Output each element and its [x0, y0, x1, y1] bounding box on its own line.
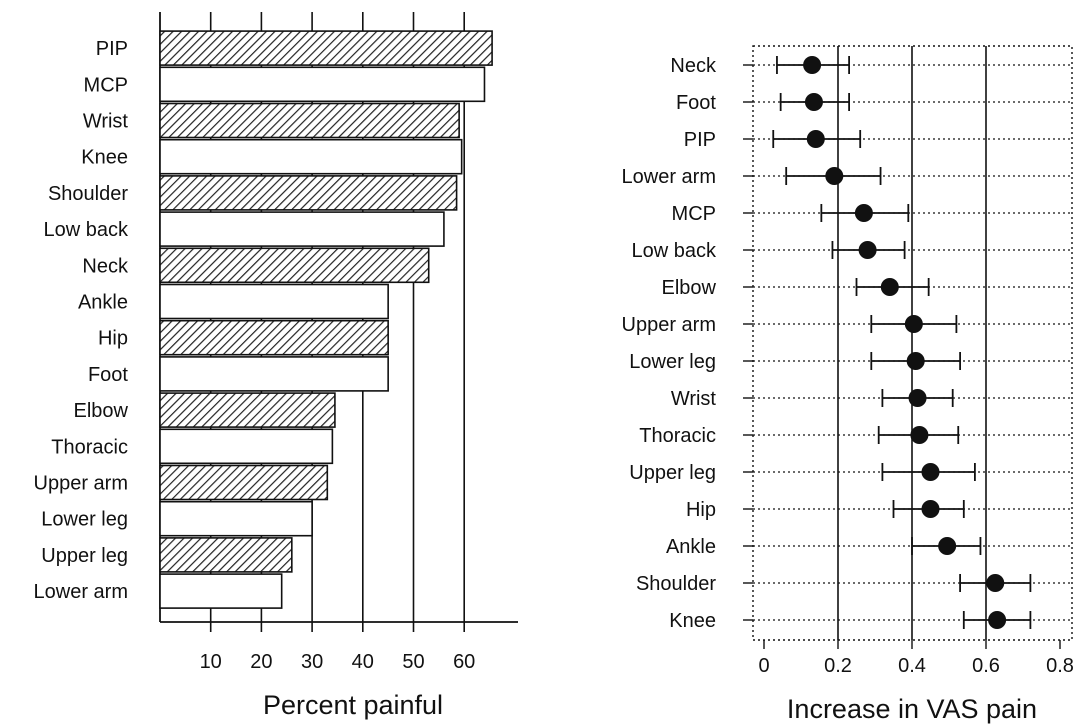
category-label-upper-arm: Upper arm — [622, 314, 716, 336]
point-shoulder — [986, 574, 1005, 592]
x-tick-label-20: 20 — [250, 651, 272, 673]
category-label-upper-leg: Upper leg — [629, 462, 716, 484]
category-label-wrist: Wrist — [671, 388, 717, 410]
right-dot-plot: Neck Foot PIP Lower arm MCP Low back Elbow Uppe… — [622, 45, 1074, 724]
point-mcp — [854, 204, 873, 222]
point-knee — [988, 611, 1007, 629]
category-label-wrist: Wrist — [83, 111, 129, 133]
point-upper-leg — [921, 463, 940, 481]
bar-mcp — [159, 66, 486, 103]
category-label-mcp: MCP — [84, 74, 128, 96]
category-label-shoulder: Shoulder — [636, 573, 716, 595]
point-lower-leg — [906, 352, 925, 370]
category-label-hip: Hip — [686, 499, 716, 521]
category-label-knee: Knee — [81, 147, 128, 169]
point-lower-arm — [825, 167, 844, 185]
point-thoracic — [910, 426, 929, 444]
point-ankle — [938, 537, 957, 555]
bar-ankle — [159, 283, 389, 320]
bar-wrist — [159, 102, 460, 139]
bar-low-back — [159, 211, 445, 247]
category-label-upper-leg: Upper leg — [41, 545, 128, 567]
category-label-foot: Foot — [676, 92, 716, 114]
bar-pip — [159, 30, 493, 66]
x-tick-label-0-2: 0.2 — [824, 655, 852, 677]
left-bar-chart: PIP MCP Wrist Knee Shoulder Low back Neck Ankle… — [34, 12, 518, 720]
point-pip — [806, 130, 825, 148]
bar-foot — [159, 356, 389, 392]
point-hip — [921, 500, 940, 518]
bar-thoracic — [159, 428, 334, 465]
category-label-thoracic: Thoracic — [639, 425, 716, 447]
category-label-lower-arm: Lower arm — [34, 581, 128, 603]
category-label-lower-arm: Lower arm — [622, 166, 716, 188]
category-label-lower-leg: Lower leg — [629, 351, 716, 373]
point-elbow — [880, 278, 899, 296]
category-label-low-back: Low back — [632, 240, 717, 262]
x-tick-label-0-8: 0.8 — [1046, 655, 1074, 677]
point-upper-arm — [904, 315, 923, 333]
x-tick-label-50: 50 — [402, 651, 424, 673]
point-foot — [804, 93, 823, 111]
category-label-ankle: Ankle — [666, 536, 716, 558]
x-tick-label-0-6: 0.6 — [972, 655, 1000, 677]
point-low-back — [858, 241, 877, 259]
x-tick-label-0-4: 0.4 — [898, 655, 926, 677]
category-label-thoracic: Thoracic — [51, 436, 128, 458]
category-label-neck: Neck — [82, 255, 129, 277]
category-label-elbow: Elbow — [662, 277, 717, 299]
bar-lower-leg — [159, 500, 313, 537]
category-label-ankle: Ankle — [78, 292, 128, 314]
category-label-upper-arm: Upper arm — [34, 473, 128, 495]
x-axis-title: Increase in VAS pain — [787, 694, 1037, 724]
category-label-foot: Foot — [88, 364, 128, 386]
category-label-knee: Knee — [669, 610, 716, 632]
bar-upper-leg — [159, 537, 293, 573]
bar-hip — [159, 319, 389, 356]
point-neck — [803, 56, 822, 74]
category-label-pip: PIP — [96, 38, 128, 60]
category-label-lower-leg: Lower leg — [41, 509, 128, 531]
category-label-mcp: MCP — [672, 203, 716, 225]
category-label-neck: Neck — [670, 55, 717, 77]
category-label-shoulder: Shoulder — [48, 183, 128, 205]
bar-shoulder — [159, 175, 458, 211]
x-tick-label-0: 0 — [758, 655, 769, 677]
bar-lower-arm — [159, 573, 283, 609]
bar-upper-arm — [159, 464, 329, 501]
category-label-hip: Hip — [98, 328, 128, 350]
x-tick-label-10: 10 — [200, 651, 222, 673]
x-tick-label-40: 40 — [352, 651, 374, 673]
point-wrist — [908, 389, 927, 407]
category-label-pip: PIP — [684, 129, 716, 151]
bar-neck — [159, 247, 430, 284]
category-label-elbow: Elbow — [74, 400, 129, 422]
bar-knee — [159, 138, 463, 175]
plot-frame — [752, 45, 1073, 641]
x-tick-label-30: 30 — [301, 651, 323, 673]
category-label-low-back: Low back — [44, 219, 129, 241]
x-axis-title: Percent painful — [263, 690, 443, 720]
bar-elbow — [159, 392, 336, 428]
x-tick-label-60: 60 — [453, 651, 475, 673]
